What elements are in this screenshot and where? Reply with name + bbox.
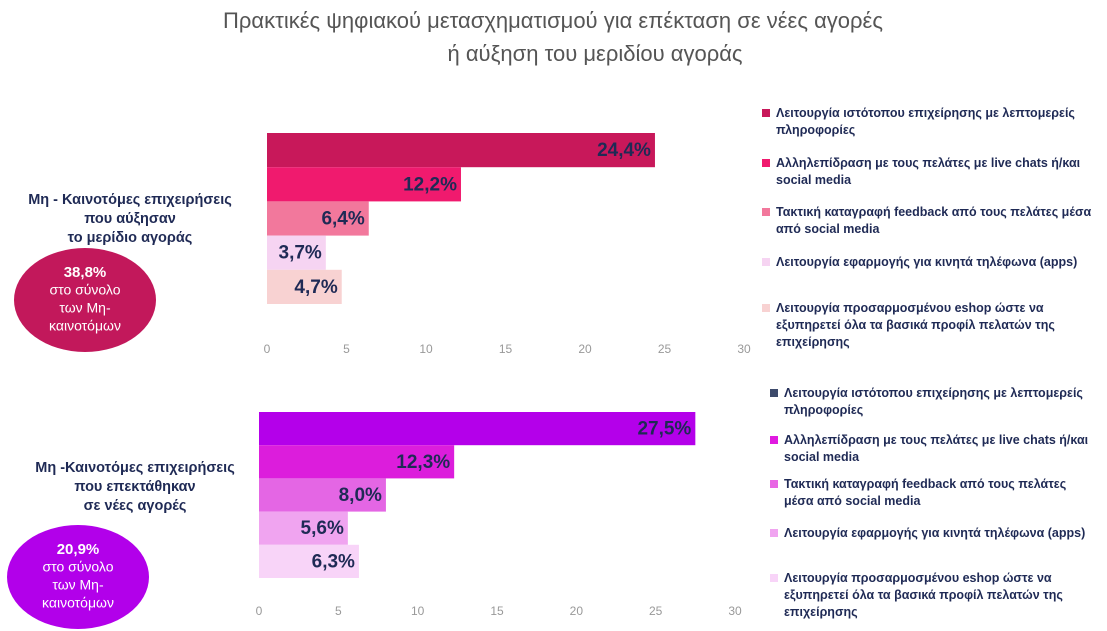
x-tick-label: 0 <box>264 342 271 356</box>
x-tick-label: 30 <box>728 604 742 618</box>
legend-label: Λειτουργία προσαρμοσμένου eshop ώστε να … <box>776 301 1055 349</box>
group-label: σε νέες αγορές <box>84 498 187 514</box>
legend-swatch <box>762 258 770 266</box>
badge-text: καινοτόμων <box>42 595 114 611</box>
legend-label: Τακτική καταγραφή feedback από τους πελά… <box>776 205 1092 236</box>
title-line: ή αύξηση του μεριδίου αγοράς <box>447 41 742 66</box>
group-label: Μη -Καινοτόμες επιχειρήσεις <box>35 460 235 476</box>
x-tick-label: 25 <box>658 342 672 356</box>
bar <box>267 133 655 168</box>
legend-swatch <box>762 208 770 216</box>
value-label: 3,7% <box>279 243 322 264</box>
legend-item: Λειτουργία προσαρμοσμένου eshop ώστε να … <box>770 570 1095 621</box>
bar <box>259 412 696 446</box>
group-label: που αύξησαν <box>84 211 176 227</box>
legend-label: Αλληλεπίδραση με τους πελάτες με live ch… <box>776 156 1081 187</box>
bar <box>267 235 326 270</box>
badge <box>7 525 149 629</box>
bar <box>267 269 342 304</box>
legend-label: Λειτουργία ιστότοπου επιχείρησης με λεπτ… <box>776 106 1075 137</box>
legend-swatch <box>770 574 778 582</box>
legend-swatch <box>770 436 778 444</box>
legend-item: Αλληλεπίδραση με τους πελάτες με live ch… <box>770 432 1095 466</box>
group-label: το μερίδιο αγοράς <box>68 230 193 246</box>
legend-label: Λειτουργία εφαρμογής για κινητά τηλέφωνα… <box>776 255 1078 269</box>
value-label: 6,3% <box>312 551 355 572</box>
legend-swatch <box>762 159 770 167</box>
badge-text: των Μη- <box>52 577 104 593</box>
legend-swatch <box>762 109 770 117</box>
badge-text: στο σύνολο <box>49 282 120 298</box>
badge <box>14 248 156 352</box>
x-tick-label: 25 <box>649 604 663 618</box>
legend-label: Τακτική καταγραφή feedback από τους πελά… <box>784 477 1067 508</box>
bar <box>267 201 369 236</box>
value-label: 4,7% <box>294 277 337 298</box>
x-tick-label: 20 <box>570 604 584 618</box>
x-tick-label: 0 <box>256 604 263 618</box>
legend-item: Λειτουργία ιστότοπου επιχείρησης με λεπτ… <box>762 105 1097 139</box>
x-tick-label: 10 <box>411 604 425 618</box>
bar <box>259 478 386 512</box>
legend-label: Λειτουργία εφαρμογής για κινητά τηλέφωνα… <box>784 526 1086 540</box>
x-tick-label: 10 <box>419 342 433 356</box>
legend-label: Λειτουργία προσαρμοσμένου eshop ώστε να … <box>784 571 1063 619</box>
value-label: 12,3% <box>396 452 450 473</box>
value-label: 12,2% <box>403 174 457 195</box>
legend-label: Αλληλεπίδραση με τους πελάτες με live ch… <box>784 433 1089 464</box>
value-label: 8,0% <box>339 485 382 506</box>
legend-item: Λειτουργία προσαρμοσμένου eshop ώστε να … <box>762 300 1097 351</box>
legend-item: Λειτουργία ιστότοπου επιχείρησης με λεπτ… <box>770 385 1095 419</box>
badge-text: των Μη- <box>59 300 111 316</box>
x-tick-label: 15 <box>499 342 513 356</box>
group-label: Μη - Καινοτόμες επιχειρήσεις <box>28 192 232 208</box>
legend-item: Αλληλεπίδραση με τους πελάτες με live ch… <box>762 155 1097 189</box>
value-label: 27,5% <box>637 419 691 440</box>
legend-item: Λειτουργία εφαρμογής για κινητά τηλέφωνα… <box>762 254 1097 271</box>
x-tick-label: 5 <box>335 604 342 618</box>
bar <box>259 511 348 545</box>
legend-swatch <box>770 529 778 537</box>
badge-text: 20,9% <box>57 541 100 558</box>
legend-swatch <box>770 389 778 397</box>
legend-item: Λειτουργία εφαρμογής για κινητά τηλέφωνα… <box>770 525 1095 542</box>
value-label: 6,4% <box>321 209 364 230</box>
badge-text: 38,8% <box>64 264 107 281</box>
badge-text: καινοτόμων <box>49 318 121 334</box>
legend-label: Λειτουργία ιστότοπου επιχείρησης με λεπτ… <box>784 386 1083 417</box>
bar <box>259 544 359 578</box>
value-label: 24,4% <box>597 140 651 161</box>
x-tick-label: 5 <box>343 342 350 356</box>
legend-swatch <box>762 304 770 312</box>
group-label: που επεκτάθηκαν <box>74 479 195 495</box>
x-tick-label: 15 <box>490 604 504 618</box>
legend-item: Τακτική καταγραφή feedback από τους πελά… <box>762 204 1097 238</box>
title-line: Πρακτικές ψηφιακού μετασχηματισμού για ε… <box>223 8 883 33</box>
bar <box>267 167 461 202</box>
legend-swatch <box>770 480 778 488</box>
badge-text: στο σύνολο <box>42 559 113 575</box>
bar <box>259 445 455 479</box>
x-tick-label: 30 <box>737 342 751 356</box>
legend-item: Τακτική καταγραφή feedback από τους πελά… <box>770 476 1095 510</box>
value-label: 5,6% <box>301 518 344 539</box>
x-tick-label: 20 <box>578 342 592 356</box>
